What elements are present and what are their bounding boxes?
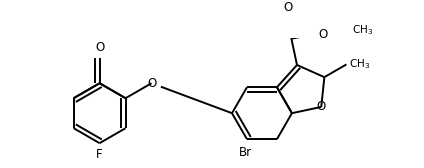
Text: O: O [283, 1, 293, 14]
Text: O: O [95, 41, 104, 54]
Text: CH$_3$: CH$_3$ [349, 57, 370, 71]
Text: CH$_3$: CH$_3$ [352, 24, 373, 37]
Text: O: O [317, 100, 326, 113]
Text: O: O [318, 28, 328, 41]
Text: F: F [96, 148, 103, 161]
Text: Br: Br [239, 146, 252, 159]
Text: O: O [147, 77, 156, 90]
